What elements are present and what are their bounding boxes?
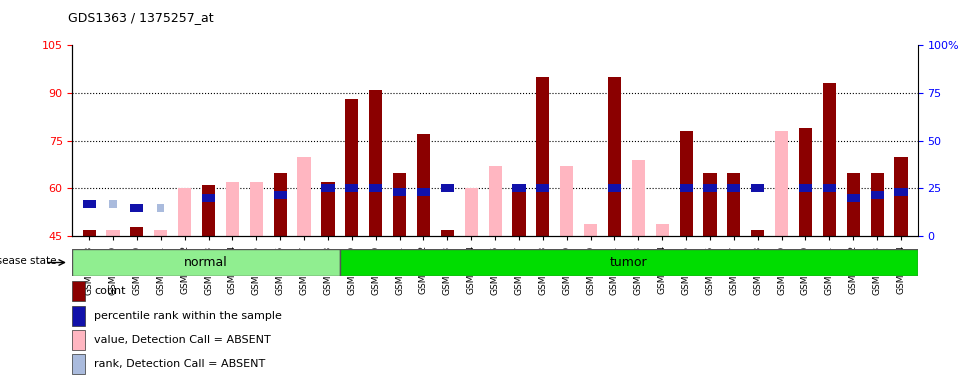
Bar — [345, 99, 358, 236]
Bar — [83, 230, 96, 236]
Bar — [178, 188, 191, 236]
Bar — [298, 157, 311, 236]
Text: GDS1363 / 1375257_at: GDS1363 / 1375257_at — [68, 11, 213, 24]
Bar — [369, 184, 383, 192]
Bar — [417, 188, 430, 196]
FancyBboxPatch shape — [72, 249, 340, 276]
Bar — [106, 230, 120, 236]
Bar — [72, 354, 85, 374]
Bar — [703, 184, 717, 192]
Bar — [823, 184, 836, 192]
Bar — [130, 226, 144, 236]
Bar — [775, 131, 788, 236]
Bar — [465, 188, 478, 236]
Bar — [679, 131, 693, 236]
Bar — [560, 166, 573, 236]
Bar — [155, 230, 167, 236]
Bar — [345, 184, 358, 192]
FancyBboxPatch shape — [340, 249, 918, 276]
Bar — [440, 230, 454, 236]
Bar — [536, 77, 550, 236]
Bar — [202, 185, 215, 236]
Text: rank, Detection Call = ABSENT: rank, Detection Call = ABSENT — [94, 359, 265, 369]
Bar — [393, 172, 406, 236]
Bar — [703, 172, 717, 236]
Bar — [83, 200, 96, 208]
Bar — [393, 188, 406, 196]
Bar — [752, 230, 764, 236]
Bar — [823, 83, 836, 236]
Text: percentile rank within the sample: percentile rank within the sample — [94, 310, 282, 321]
Bar — [870, 172, 884, 236]
Bar — [250, 182, 263, 236]
Bar — [202, 194, 215, 202]
Bar — [489, 166, 501, 236]
Bar — [226, 182, 239, 236]
Bar — [727, 184, 740, 192]
Bar — [440, 184, 454, 192]
Bar — [72, 330, 85, 350]
Bar — [322, 182, 334, 236]
Bar — [130, 204, 144, 212]
Bar — [273, 172, 287, 236]
Bar — [846, 172, 860, 236]
Bar — [322, 184, 334, 192]
Text: normal: normal — [185, 256, 228, 269]
Bar — [536, 184, 550, 192]
Bar — [608, 77, 621, 236]
Bar — [109, 200, 117, 208]
Bar — [273, 191, 287, 199]
Text: count: count — [94, 286, 126, 296]
Bar — [369, 90, 383, 236]
Bar — [656, 224, 668, 236]
Bar — [72, 306, 85, 326]
Text: tumor: tumor — [610, 256, 647, 269]
Bar — [679, 184, 693, 192]
Bar — [72, 281, 85, 301]
Text: disease state: disease state — [0, 256, 56, 266]
Bar — [157, 204, 164, 212]
Bar — [799, 128, 812, 236]
Bar — [584, 224, 597, 236]
Bar — [632, 160, 645, 236]
Bar — [512, 184, 526, 192]
Bar — [895, 157, 907, 236]
Bar — [608, 184, 621, 192]
Bar — [417, 134, 430, 236]
Text: value, Detection Call = ABSENT: value, Detection Call = ABSENT — [94, 335, 270, 345]
Bar — [799, 184, 812, 192]
Bar — [895, 188, 907, 196]
Bar — [752, 184, 764, 192]
Bar — [512, 188, 526, 236]
Bar — [727, 172, 740, 236]
Bar — [870, 191, 884, 199]
Bar — [846, 194, 860, 202]
